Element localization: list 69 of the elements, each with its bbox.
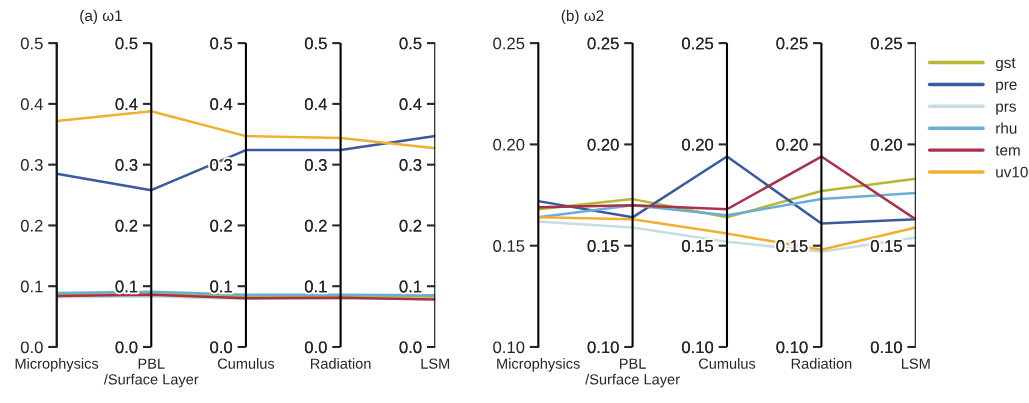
text: 0.15 <box>587 240 619 252</box>
text: 0.2 <box>210 219 232 232</box>
text: 0.15 <box>870 240 902 252</box>
text: 0.2 <box>115 219 138 232</box>
text: 0.5 <box>210 37 233 50</box>
text: 0.1 <box>115 280 138 293</box>
legend-label: gst <box>995 58 1016 72</box>
text: 0.4 <box>399 98 422 111</box>
text: 0.25 <box>776 37 808 50</box>
text: 0.15 <box>682 240 714 252</box>
y-tick-label: 0.25 <box>493 37 525 50</box>
text: 0.25 <box>682 37 714 50</box>
y-tick-label: 0.5 <box>20 37 43 50</box>
text: 0.5 <box>115 37 138 50</box>
text: 0.10 <box>682 341 714 354</box>
text: 0.20 <box>776 138 808 151</box>
text: 0.3 <box>304 159 327 171</box>
text: 0.5 <box>304 37 327 50</box>
text: 0.10 <box>587 341 619 354</box>
legend-label: rhu <box>996 122 1017 134</box>
text: 0.4 <box>304 98 327 111</box>
y-tick-label: 0.2 <box>20 219 43 232</box>
legend-label: tem <box>995 145 1020 156</box>
text: 0.20 <box>587 138 619 151</box>
text: 0.5 <box>399 37 422 50</box>
text: 0.20 <box>682 138 714 151</box>
y-tick-label: 0.20 <box>493 138 525 151</box>
legend-label: prs <box>996 103 1016 115</box>
text: 0.0 <box>399 341 422 354</box>
legend-label: pre <box>996 81 1017 93</box>
x-tick-label: LSM <box>421 358 450 369</box>
x-tick-label: Cumulus <box>217 358 275 369</box>
x-tick-label: Radiation <box>791 358 852 369</box>
text: 0.25 <box>870 37 902 50</box>
text: 0.0 <box>304 341 327 354</box>
text: 0.3 <box>115 159 138 171</box>
line-series <box>56 109 436 150</box>
y-tick-label: 0.0 <box>20 341 43 354</box>
text: 0.1 <box>304 280 327 293</box>
x-tick-label: Microphysics <box>15 358 99 372</box>
text: 0.2 <box>399 219 422 232</box>
text: 0.4 <box>115 98 138 111</box>
text: 0.1 <box>210 280 232 293</box>
text: 0.3 <box>210 159 233 171</box>
text: 0.4 <box>210 98 233 111</box>
y-tick-label: 0.3 <box>20 159 43 171</box>
y-tick-label: 0.10 <box>493 341 525 354</box>
x-tick-label: Cumulus <box>698 358 756 369</box>
line-series <box>56 134 436 192</box>
y-tick-label: 0.1 <box>20 280 43 293</box>
text: 0.1 <box>399 280 422 293</box>
x-tick-label: Microphysics <box>497 358 580 372</box>
y-tick-label: 0.4 <box>20 98 43 111</box>
text: 0.3 <box>399 159 422 171</box>
text: 0.25 <box>587 37 619 50</box>
text: 0.20 <box>870 138 902 151</box>
x-tick-label: Radiation <box>310 358 371 369</box>
text: 0.0 <box>115 341 138 354</box>
chart-title: (a) ω1 <box>80 9 122 25</box>
x-tick-label: PBL /Surface Layer <box>103 358 199 388</box>
x-tick-label: PBL /Surface Layer <box>585 358 680 388</box>
chart-title: (b) ω2 <box>561 9 604 25</box>
text: 0.2 <box>304 219 327 232</box>
x-tick-label: LSM <box>902 358 930 369</box>
text: 0.10 <box>870 341 902 354</box>
legend-label: uv10 <box>996 166 1028 178</box>
y-tick-label: 0.15 <box>493 240 525 252</box>
text: 0.10 <box>776 341 808 354</box>
text: 0.0 <box>210 341 233 354</box>
